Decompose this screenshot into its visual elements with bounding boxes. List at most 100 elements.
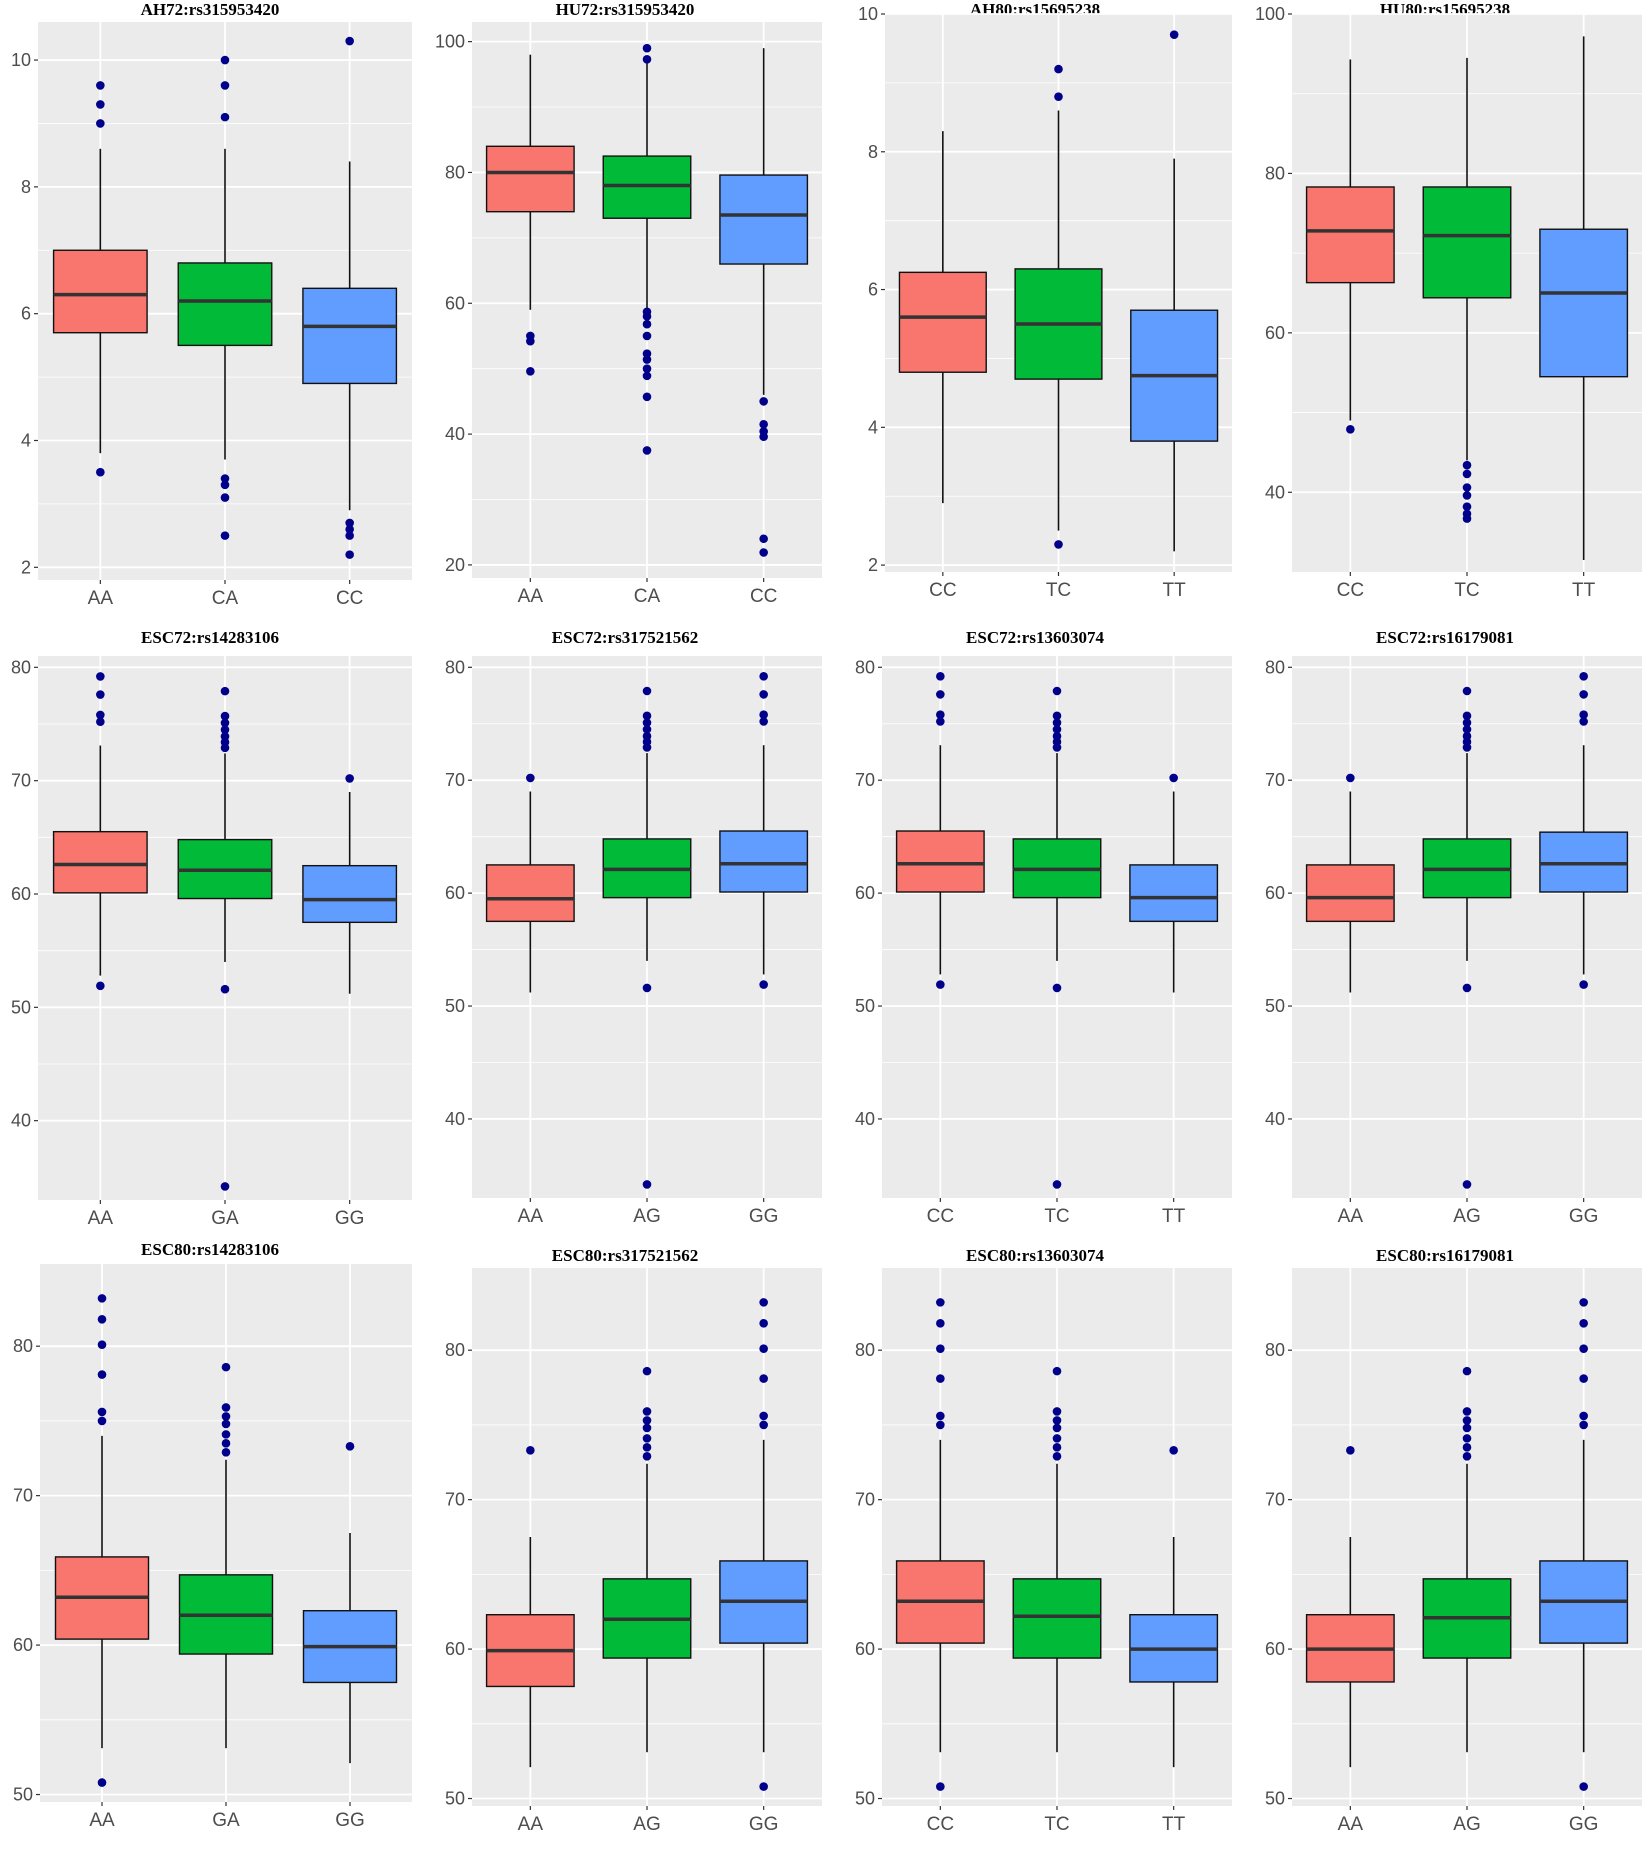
x-tick-label: GG: [749, 1814, 779, 1835]
outlier-point: [220, 984, 230, 994]
chart-title: ESC80:rs317521562: [551, 1246, 699, 1265]
x-tick-label: CA: [634, 586, 661, 607]
outlier-point: [1346, 1446, 1355, 1455]
y-tick-label: 60: [1265, 883, 1285, 903]
y-tick-label: 50: [11, 997, 31, 1017]
x-tick-label: AA: [1338, 1206, 1364, 1227]
x-tick-label: TT: [1163, 580, 1187, 601]
box-body: [177, 262, 273, 347]
outlier-point: [96, 710, 105, 720]
box-aa: [52, 672, 148, 991]
box-gg: [1539, 672, 1629, 989]
box-body: [302, 287, 398, 385]
y-tick-label: 100: [435, 32, 465, 52]
outlier-point: [759, 1374, 768, 1383]
outlier-point: [345, 518, 354, 528]
x-tick-label: TC: [1044, 1206, 1069, 1227]
box-body: [1422, 186, 1512, 299]
outlier-point: [1052, 711, 1062, 721]
outlier-point: [221, 1403, 231, 1412]
y-tick-label: 80: [1265, 657, 1285, 677]
outlier-point: [936, 1420, 945, 1430]
outlier-point: [345, 1442, 355, 1451]
outlier-point: [1052, 725, 1062, 734]
y-tick-label: 2: [868, 555, 878, 575]
outlier-point: [642, 349, 652, 358]
outlier-point: [221, 1362, 231, 1372]
box-aa: [52, 81, 148, 477]
y-tick-label: 70: [11, 771, 31, 791]
x-tick-label: AA: [89, 1810, 115, 1831]
outlier-point: [642, 725, 652, 734]
outlier-point: [936, 690, 945, 699]
outlier-point: [936, 1782, 945, 1791]
boxplot-svg: 50 60 70 80 AA AG GG: [1265, 1268, 1642, 1835]
outlier-point: [1052, 983, 1062, 993]
outlier-point: [1052, 1443, 1062, 1452]
box-body: [52, 249, 148, 334]
x-tick-label: CC: [1337, 580, 1364, 601]
outlier-point: [221, 1448, 231, 1457]
outlier-point: [642, 43, 652, 53]
box-aa: [485, 773, 575, 993]
outlier-point: [221, 1439, 231, 1448]
boxplot-svg: 2 4 6 8 10 AA CA CC: [11, 22, 412, 609]
boxplot-svg: 40 60 80 100 CC TC TT: [1255, 4, 1642, 601]
box-ga: [177, 686, 273, 1191]
y-tick-label: 60: [1265, 1639, 1285, 1659]
box-tt: [1539, 36, 1629, 561]
outlier-point: [1054, 64, 1063, 74]
outlier-point: [220, 1182, 230, 1191]
y-tick-label: 60: [1265, 323, 1285, 343]
outlier-point: [97, 1370, 107, 1379]
outlier-point: [759, 397, 768, 406]
y-tick-label: 80: [855, 657, 875, 677]
outlier-point: [345, 774, 354, 783]
outlier-point: [936, 710, 945, 720]
outlier-point: [759, 717, 768, 726]
box-tt: [1129, 773, 1219, 993]
x-tick-label: AA: [88, 588, 114, 609]
x-tick-label: TC: [1044, 1814, 1069, 1835]
x-tick-label: CC: [750, 586, 777, 607]
outlier-point: [220, 686, 230, 696]
outlier-point: [1579, 1374, 1588, 1383]
x-tick-label: GA: [212, 1810, 240, 1831]
outlier-point: [936, 672, 945, 681]
box-tc: [1012, 1366, 1102, 1753]
outlier-point: [96, 672, 105, 681]
y-tick-label: 80: [445, 657, 465, 677]
x-tick-label: GG: [1569, 1814, 1599, 1835]
outlier-point: [96, 119, 105, 128]
outlier-point: [1462, 711, 1472, 721]
outlier-point: [642, 1423, 652, 1433]
box-cc: [302, 36, 398, 559]
box-body: [895, 830, 985, 893]
box-body: [52, 830, 148, 894]
outlier-point: [1462, 731, 1472, 741]
y-tick-label: 6: [21, 304, 31, 324]
outlier-point: [759, 690, 768, 699]
box-cc: [895, 672, 985, 989]
y-tick-label: 40: [855, 1109, 875, 1129]
y-tick-label: 50: [445, 996, 465, 1016]
outlier-point: [759, 1344, 768, 1353]
box-aa: [485, 54, 575, 376]
outlier-point: [221, 1419, 231, 1429]
chart-panel-esc80-rs317521562: ESC80:rs317521562 50 60 70 80 AA AG GG: [420, 1246, 830, 1852]
box-ga: [178, 1362, 274, 1749]
outlier-point: [1579, 717, 1588, 726]
box-ca: [602, 43, 692, 455]
outlier-point: [642, 319, 652, 329]
outlier-point: [642, 731, 652, 741]
box-gg: [1539, 1298, 1629, 1791]
outlier-point: [345, 550, 354, 559]
outlier-point: [936, 1318, 945, 1328]
outlier-point: [220, 55, 230, 65]
outlier-point: [345, 524, 354, 534]
outlier-point: [1052, 1434, 1062, 1443]
x-tick-label: GA: [211, 1208, 239, 1229]
box-body: [1012, 1578, 1102, 1659]
outlier-point: [936, 1298, 945, 1307]
outlier-point: [1579, 690, 1588, 699]
